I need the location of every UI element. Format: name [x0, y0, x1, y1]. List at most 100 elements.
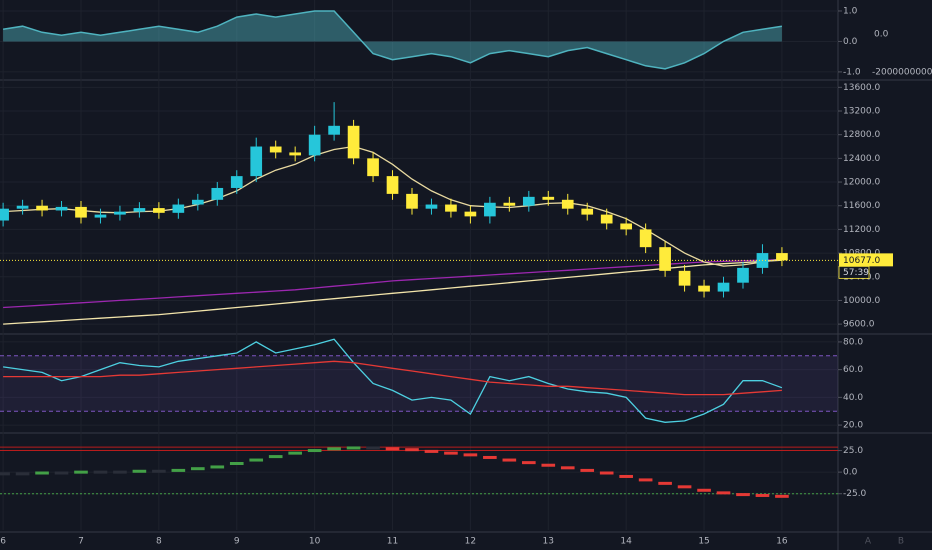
histogram-dash: [93, 470, 108, 474]
scale-annotation: 0.0: [874, 30, 889, 40]
histogram-dash: [677, 485, 692, 489]
moving-average: [3, 259, 782, 325]
candle-body: [94, 214, 107, 218]
indicator-line: [3, 338, 783, 423]
candle-body: [36, 205, 48, 211]
histogram-dash: [502, 458, 517, 462]
y-tick-label: 10000.0: [843, 296, 880, 306]
x-tick-label: 8: [156, 537, 162, 547]
candle-body: [191, 199, 204, 205]
candle-body: [561, 199, 574, 209]
countdown-box: [838, 265, 870, 279]
oscillator-line: [2, 10, 783, 70]
y-tick-label: 11200.0: [843, 225, 880, 235]
candle-body: [269, 146, 282, 153]
y-tick-label: 12800.0: [843, 130, 880, 140]
x-tick-label: 7: [78, 537, 84, 547]
histogram-dash: [15, 472, 30, 476]
candle-body: [16, 205, 29, 209]
x-tick-label: 6: [0, 537, 6, 547]
axis-button: A: [865, 537, 872, 547]
histogram-dash: [580, 468, 595, 472]
candle-body: [620, 223, 633, 230]
y-tick-label: 60.0: [843, 365, 863, 375]
histogram-dash: [638, 478, 653, 482]
y-tick-label: 25.0: [843, 446, 863, 456]
histogram-dash: [560, 466, 575, 470]
histogram-dash: [521, 461, 536, 465]
y-tick-label: 11600.0: [843, 201, 880, 211]
candle-body: [230, 176, 243, 188]
candle-body: [542, 196, 555, 200]
histogram-dash: [288, 451, 302, 455]
histogram-dash: [716, 491, 731, 495]
histogram-dash: [658, 481, 672, 485]
y-tick-label: 13600.0: [843, 83, 880, 93]
y-tick-label: -25.0: [843, 489, 867, 499]
candle-body: [659, 247, 671, 271]
y-tick-label: 9600.0: [843, 320, 875, 330]
candle-body: [289, 152, 302, 156]
histogram-dash: [132, 469, 147, 473]
last-price-box: [839, 253, 893, 267]
candle-body: [328, 125, 340, 135]
candle-body: [406, 193, 418, 209]
candle-body: [133, 208, 146, 212]
candle-body: [0, 208, 9, 221]
y-tick-label: 13200.0: [843, 107, 880, 117]
histogram-dash: [444, 451, 458, 455]
y-tick-label: -1.0: [843, 67, 861, 77]
histogram-dash: [113, 470, 127, 474]
y-tick-label: 12000.0: [843, 178, 880, 188]
histogram-dash: [229, 462, 244, 465]
candle-body: [737, 267, 749, 283]
x-tick-label: 13: [543, 537, 554, 547]
candle-body: [367, 158, 379, 177]
candle-body: [522, 196, 535, 206]
histogram-dash: [697, 488, 711, 492]
candle-body: [250, 146, 263, 177]
x-tick-label: 12: [465, 537, 476, 547]
histogram-dash: [463, 453, 478, 457]
candle-body: [75, 206, 87, 218]
histogram-dash: [736, 493, 750, 497]
candle-body: [484, 202, 496, 217]
last-price-label: 10677.0: [843, 256, 880, 266]
moving-average: [3, 258, 782, 309]
histogram-dash: [541, 463, 556, 467]
scale-annotation: -2000000000000000.0: [872, 68, 932, 78]
indicator-line: [3, 360, 782, 396]
candle-body: [776, 253, 788, 261]
candle-body: [717, 282, 730, 292]
histogram-dash: [249, 458, 264, 462]
candle-body: [308, 134, 321, 156]
axis-button: B: [898, 537, 904, 547]
moving-average: [3, 145, 782, 267]
histogram-dash: [171, 468, 186, 472]
histogram-dash: [424, 449, 439, 453]
oscillator-area: [3, 11, 782, 69]
x-tick-label: 15: [698, 537, 709, 547]
y-tick-label: 0.0: [843, 37, 858, 47]
histogram-dash: [483, 455, 497, 459]
histogram-dash: [191, 467, 205, 471]
histogram-dash: [775, 494, 789, 498]
x-tick-label: 14: [620, 537, 632, 547]
y-tick-label: 1.0: [843, 6, 858, 16]
candle-body: [698, 285, 710, 292]
histogram-dash: [327, 447, 341, 451]
histogram-dash: [54, 471, 69, 475]
candle-body: [678, 270, 691, 286]
histogram-dash: [385, 447, 400, 451]
candle-body: [425, 204, 438, 209]
candle-body: [464, 211, 477, 217]
histogram-dash: [35, 471, 49, 475]
x-tick-label: 9: [234, 537, 240, 547]
candle-body: [581, 208, 594, 215]
histogram-dash: [366, 446, 380, 450]
candle-body: [503, 202, 516, 206]
candle-body: [153, 208, 165, 213]
y-tick-label: 20.0: [843, 421, 863, 431]
histogram-dash: [405, 448, 419, 452]
